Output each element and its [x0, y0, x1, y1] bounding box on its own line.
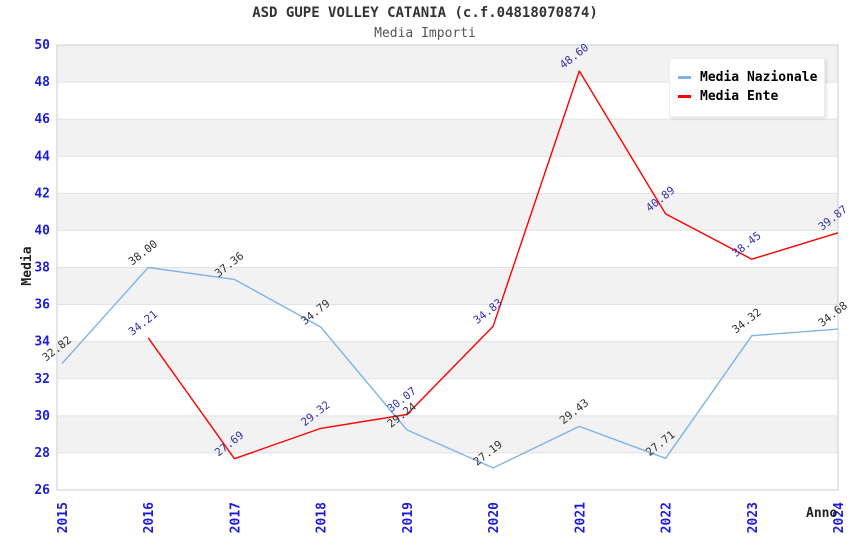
y-tick-label: 40	[34, 223, 50, 238]
plot-band	[57, 119, 838, 157]
plot-band	[57, 267, 838, 305]
legend-label-media-ente: Media Ente	[700, 89, 779, 104]
x-tick-label: 2018	[315, 502, 330, 533]
y-tick-label: 38	[34, 261, 50, 276]
y-tick-label: 44	[34, 149, 50, 164]
chart-title: ASD GUPE VOLLEY CATANIA (c.f.04818070874…	[252, 5, 598, 21]
x-tick-label: 2022	[660, 502, 675, 533]
x-tick-label: 2020	[487, 502, 502, 533]
series-line-media-nazionale	[61, 266, 839, 469]
chart-subtitle: Media Importi	[374, 26, 476, 41]
legend-item-media-ente[interactable]: Media Ente	[678, 89, 816, 104]
legend-item-media-nazionale[interactable]: Media Nazionale	[678, 70, 818, 85]
y-tick-label: 32	[34, 372, 50, 387]
y-tick-label: 42	[34, 186, 50, 201]
x-tick-label: 2016	[142, 502, 157, 533]
y-tick-label: 50	[34, 38, 50, 53]
y-tick-label: 28	[34, 446, 50, 461]
x-tick-label: 2021	[573, 502, 588, 533]
y-axis-title: Media	[20, 246, 35, 286]
x-tick-label: 2019	[401, 502, 416, 533]
plot-band	[57, 415, 838, 453]
y-tick-label: 46	[34, 112, 50, 127]
y-tick-label: 34	[34, 335, 50, 350]
data-label: 34.32	[730, 306, 764, 337]
series-line-media-ente	[147, 70, 839, 460]
legend: Media Nazionale Media Ente	[669, 58, 825, 117]
x-tick-label: 2015	[56, 502, 71, 533]
plot-border	[56, 44, 839, 491]
legend-swatch-media-ente-icon	[678, 95, 691, 98]
x-tick-label: 2023	[746, 502, 761, 533]
x-tick-label: 2017	[228, 502, 243, 533]
y-tick-label: 48	[34, 75, 50, 90]
data-label: 34.21	[126, 308, 160, 339]
y-tick-label: 36	[34, 298, 50, 313]
y-tick-label: 30	[34, 409, 50, 424]
legend-label-media-nazionale: Media Nazionale	[700, 70, 818, 85]
x-axis-title: Anno	[806, 506, 838, 521]
legend-swatch-media-nazionale-icon	[678, 76, 691, 79]
y-tick-label: 26	[34, 483, 50, 498]
x-tick-label: 2024	[832, 502, 847, 533]
plot-band	[57, 193, 838, 231]
data-label: 38.00	[126, 237, 160, 268]
data-label: 38.45	[730, 229, 764, 260]
